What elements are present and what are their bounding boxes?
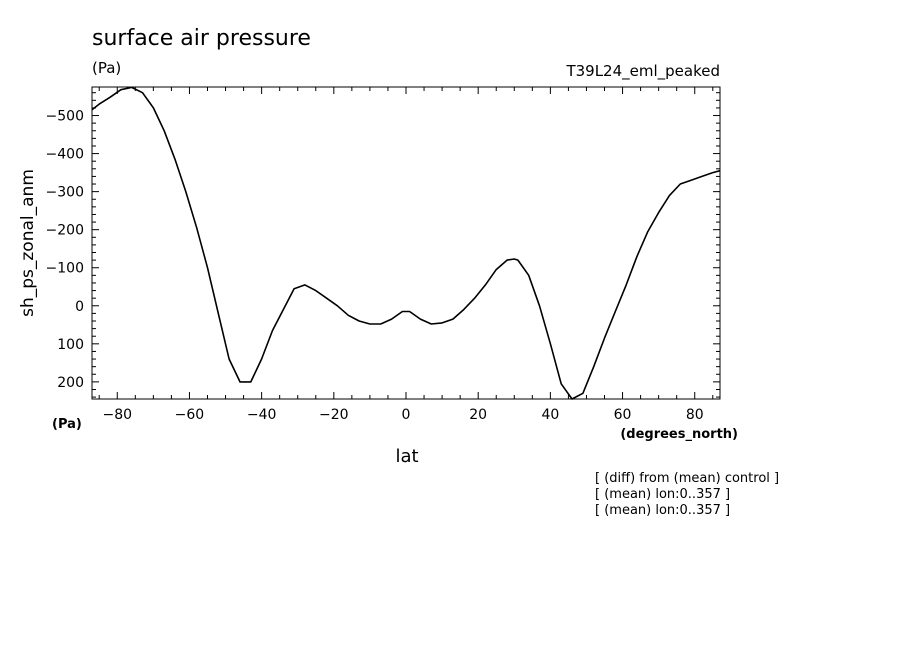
x-tick-label: 80 (686, 407, 704, 423)
y-tick-label: −100 (46, 261, 84, 277)
x-tick-labels: −80 −60 −40 −20 0 20 40 60 80 (102, 407, 703, 423)
y-tick-label: −200 (46, 223, 84, 239)
series-line (92, 87, 720, 399)
y-tick-labels: −500 −400 −300 −200 −100 0 100 200 (46, 109, 84, 391)
x-tick-label: 0 (402, 407, 411, 423)
x-tick-label: −60 (175, 407, 205, 423)
y-tick-label: 200 (57, 375, 84, 391)
x-tick-label: −40 (247, 407, 277, 423)
annotation-1: [ (diff) from (mean) control ] (595, 471, 779, 486)
y-tick-label: −300 (46, 185, 84, 201)
x-axis-units: (degrees_north) (620, 427, 738, 442)
x-tick-label: 20 (469, 407, 487, 423)
axis-ticks (92, 87, 720, 399)
chart-title: surface air pressure (92, 26, 311, 51)
y-tick-label: −500 (46, 109, 84, 125)
x-tick-label: −80 (102, 407, 132, 423)
y-tick-label: 0 (75, 299, 84, 315)
y-tick-label: −400 (46, 147, 84, 163)
y-axis-units: (Pa) (52, 417, 82, 432)
x-tick-label: 40 (541, 407, 559, 423)
y-axis-label: sh_ps_zonal_anm (18, 169, 38, 317)
chart-run-label: T39L24_eml_peaked (565, 62, 720, 81)
x-axis-label: lat (395, 446, 418, 467)
y-tick-label: 100 (57, 337, 84, 353)
chart-units-label: (Pa) (92, 59, 121, 77)
annotation-2: [ (mean) lon:0..357 ] (595, 487, 730, 502)
annotation-3: [ (mean) lon:0..357 ] (595, 503, 730, 518)
plot-frame (92, 87, 720, 399)
x-tick-label: −20 (319, 407, 349, 423)
x-tick-label: 60 (614, 407, 632, 423)
